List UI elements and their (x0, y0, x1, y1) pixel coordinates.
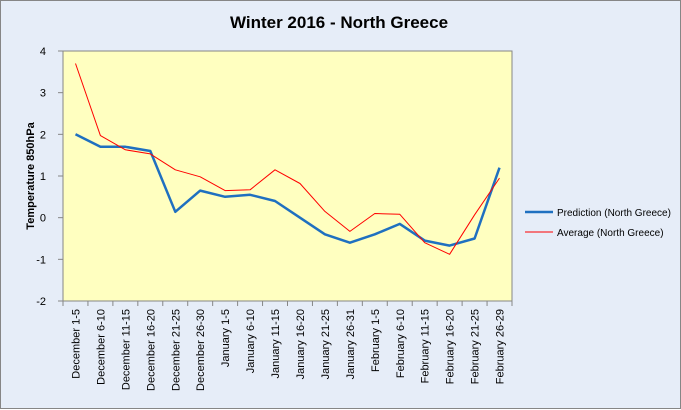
legend: Prediction (North Greece) Average (North … (525, 208, 671, 239)
x-tick-label: January 16-20 (295, 309, 307, 379)
legend-label-2: Average (North Greece) (557, 228, 664, 239)
x-tick-label: February 26-29 (495, 309, 507, 384)
y-tick-label: 4 (40, 46, 46, 58)
x-tick-label: February 16-20 (445, 309, 457, 384)
y-tick-label: 2 (40, 129, 46, 141)
plot-area (63, 51, 512, 301)
x-tick-label: January 1-5 (220, 309, 232, 367)
x-tick-label: January 26-31 (345, 309, 357, 379)
y-axis-title: Temperature 850hPa (25, 121, 37, 229)
x-tick-label: December 6-10 (95, 309, 107, 385)
x-tick-label: December 11-15 (120, 309, 132, 390)
y-tick-label: 3 (40, 88, 46, 100)
y-tick-label: 0 (40, 213, 46, 225)
x-tick-label: February 6-10 (395, 309, 407, 378)
x-tick-label: February 21-25 (470, 309, 482, 384)
x-tick-label: January 11-15 (270, 309, 282, 379)
x-tick-label: February 1-5 (370, 309, 382, 372)
legend-label-1: Prediction (North Greece) (557, 208, 671, 219)
y-tick-label: 1 (40, 171, 46, 183)
x-tick-label: December 16-20 (145, 309, 157, 391)
x-tick-label: January 21-25 (320, 309, 332, 379)
x-tick-label: December 26-30 (195, 309, 207, 391)
x-tick-label: February 11-15 (420, 309, 432, 383)
x-tick-label: January 6-10 (245, 309, 257, 373)
y-tick-label: -2 (36, 296, 46, 308)
x-tick-label: December 1-5 (70, 309, 82, 379)
x-tick-label: December 21-25 (170, 309, 182, 391)
chart-title: Winter 2016 - North Greece (230, 13, 448, 32)
y-tick-label: -1 (36, 254, 46, 266)
